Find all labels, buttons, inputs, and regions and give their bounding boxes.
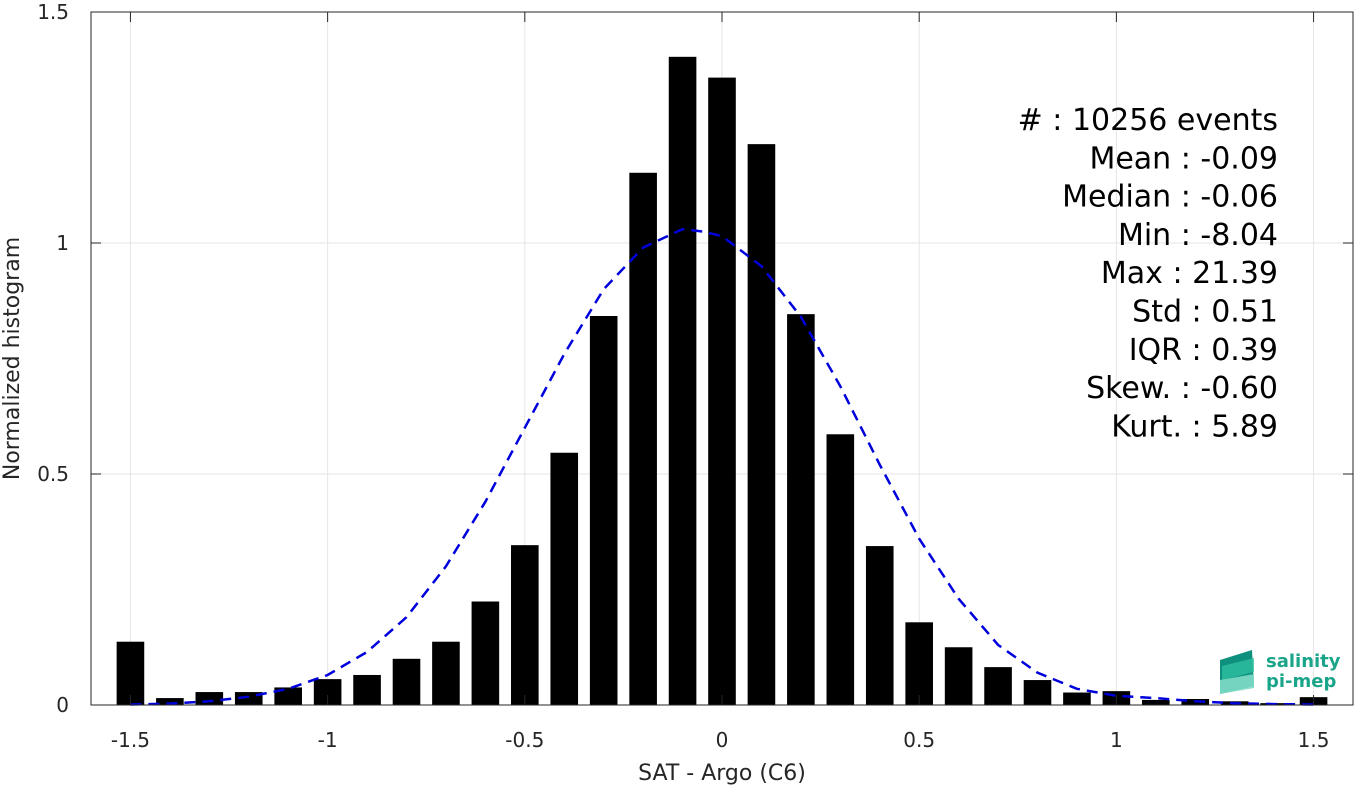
y-tick-label: 0 [56, 693, 69, 717]
stats-line: IQR : 0.39 [1129, 333, 1278, 368]
histogram-bar [234, 692, 263, 705]
x-tick-label: 0 [716, 728, 729, 752]
histogram-bar [905, 622, 933, 705]
histogram-bar [708, 77, 736, 705]
y-tick-label: 1 [56, 231, 69, 255]
y-tick-labels: 0 0.5 1 1.5 [37, 0, 69, 717]
x-tick-label: 1.5 [1298, 728, 1330, 752]
histogram-bar [984, 667, 1012, 705]
histogram-bar [668, 56, 697, 705]
x-tick-label: 0.5 [903, 728, 935, 752]
histogram-bar [116, 641, 145, 705]
histogram-bar [195, 692, 224, 705]
histogram-bar [353, 674, 381, 705]
logo-text-pimep: pi-mep [1266, 671, 1336, 692]
y-tick-label: 0.5 [37, 462, 69, 486]
histogram-bar [471, 601, 500, 705]
histogram-bar [747, 144, 776, 705]
y-tick-label: 1.5 [37, 0, 69, 24]
stats-line: Median : -0.06 [1062, 180, 1278, 215]
histogram-bar [156, 698, 184, 705]
histogram-bar [826, 434, 855, 705]
histogram-bar [944, 647, 973, 705]
logo-text-salinity: salinity [1266, 651, 1341, 672]
x-tick-label: -0.5 [505, 728, 544, 752]
stats-line: # : 10256 events [1018, 103, 1278, 138]
histogram-bar [787, 314, 815, 705]
histogram-bar [274, 687, 302, 705]
x-tick-label: 1 [1110, 728, 1123, 752]
stats-line: Std : 0.51 [1132, 295, 1278, 330]
stats-line: Skew. : -0.60 [1086, 371, 1278, 406]
histogram-bar [432, 641, 460, 705]
histogram-bar [550, 452, 579, 705]
gaussian-fit-curve [130, 227, 1314, 706]
x-tick-labels: -1.5 -1 -0.5 0 0.5 1 1.5 [111, 728, 1330, 752]
histogram-bars [116, 56, 1328, 705]
stats-line: Max : 21.39 [1101, 256, 1278, 291]
x-tick-label: -1 [318, 728, 338, 752]
x-tick-label: -1.5 [111, 728, 150, 752]
stats-line: Mean : -0.09 [1089, 141, 1278, 176]
histogram-bar [1063, 692, 1091, 705]
histogram-bar [1023, 680, 1052, 705]
histogram-bar [392, 658, 421, 705]
stats-line: Min : -8.04 [1118, 218, 1278, 253]
axis-ticks [91, 11, 1353, 706]
histogram-bar [511, 545, 539, 705]
histogram-bar [1142, 699, 1170, 705]
histogram-bar [629, 172, 657, 705]
y-axis-label: Normalized histogram [0, 237, 25, 480]
stats-line: Kurt. : 5.89 [1111, 409, 1278, 444]
salinity-pi-mep-logo: salinity pi-mep [1220, 650, 1341, 694]
x-axis-label: SAT - Argo (C6) [638, 761, 806, 786]
logo-wave-icon [1220, 650, 1254, 694]
histogram-bar [865, 546, 894, 705]
histogram-bar [589, 315, 618, 705]
